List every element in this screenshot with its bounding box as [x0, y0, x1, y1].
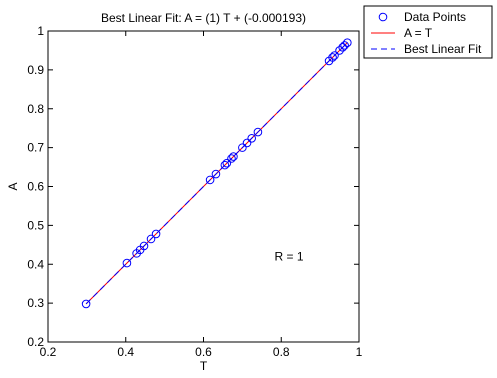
data-point	[122, 258, 132, 268]
data-point	[205, 175, 215, 185]
data-point	[229, 152, 238, 161]
legend-label-best-linear-fit: Best Linear Fit	[404, 42, 482, 56]
r-value-annotation: R = 1	[275, 249, 304, 263]
x-tick-label: 0.6	[195, 345, 212, 359]
data-point	[343, 38, 352, 47]
data-point	[242, 138, 252, 148]
y-tick-label: 0.6	[27, 180, 44, 194]
data-point	[227, 154, 236, 163]
data-point	[238, 143, 247, 152]
y-tick-label: 0.4	[27, 257, 44, 271]
data-point	[211, 169, 221, 179]
data-point	[222, 158, 232, 168]
x-axis-label: T	[200, 359, 208, 373]
chart-title: Best Linear Fit: A = (1) T + (-0.000193)	[101, 11, 306, 25]
data-point	[146, 234, 156, 244]
y-tick-label: 0.3	[27, 296, 44, 310]
data-point	[330, 51, 339, 60]
x-tick-label: 0.4	[117, 345, 134, 359]
y-tick-label: 1	[37, 24, 44, 38]
x-tick-label: 0.8	[273, 345, 290, 359]
data-point	[340, 41, 349, 50]
data-point	[81, 299, 91, 309]
data-point	[139, 241, 149, 251]
y-axis: 0.2 0.3 0.4 0.5 0.6 0.7 0.8 0.9 1	[27, 24, 359, 349]
data-point	[328, 53, 337, 62]
x-tick-label: 0.2	[40, 345, 57, 359]
data-point	[247, 133, 257, 143]
legend-marker-data-points	[378, 12, 388, 22]
legend-label-data-points: Data Points	[404, 10, 466, 24]
legend-label-a-equals-t: A = T	[404, 26, 433, 40]
data-point	[338, 43, 347, 52]
y-tick-label: 0.2	[27, 335, 44, 349]
data-point	[335, 46, 344, 55]
y-tick-label: 0.5	[27, 218, 44, 232]
y-axis-label: A	[6, 182, 20, 190]
data-point	[253, 127, 263, 137]
x-tick-label: 1	[356, 345, 363, 359]
y-tick-label: 0.7	[27, 141, 44, 155]
x-axis: 0.2 0.4 0.6 0.8 1	[40, 31, 363, 359]
data-point	[151, 229, 161, 239]
data-point	[220, 160, 230, 170]
legend: Data Points A = T Best Linear Fit	[363, 5, 493, 59]
series-layer	[81, 38, 352, 309]
y-tick-label: 0.9	[27, 63, 44, 77]
y-tick-label: 0.8	[27, 102, 44, 116]
